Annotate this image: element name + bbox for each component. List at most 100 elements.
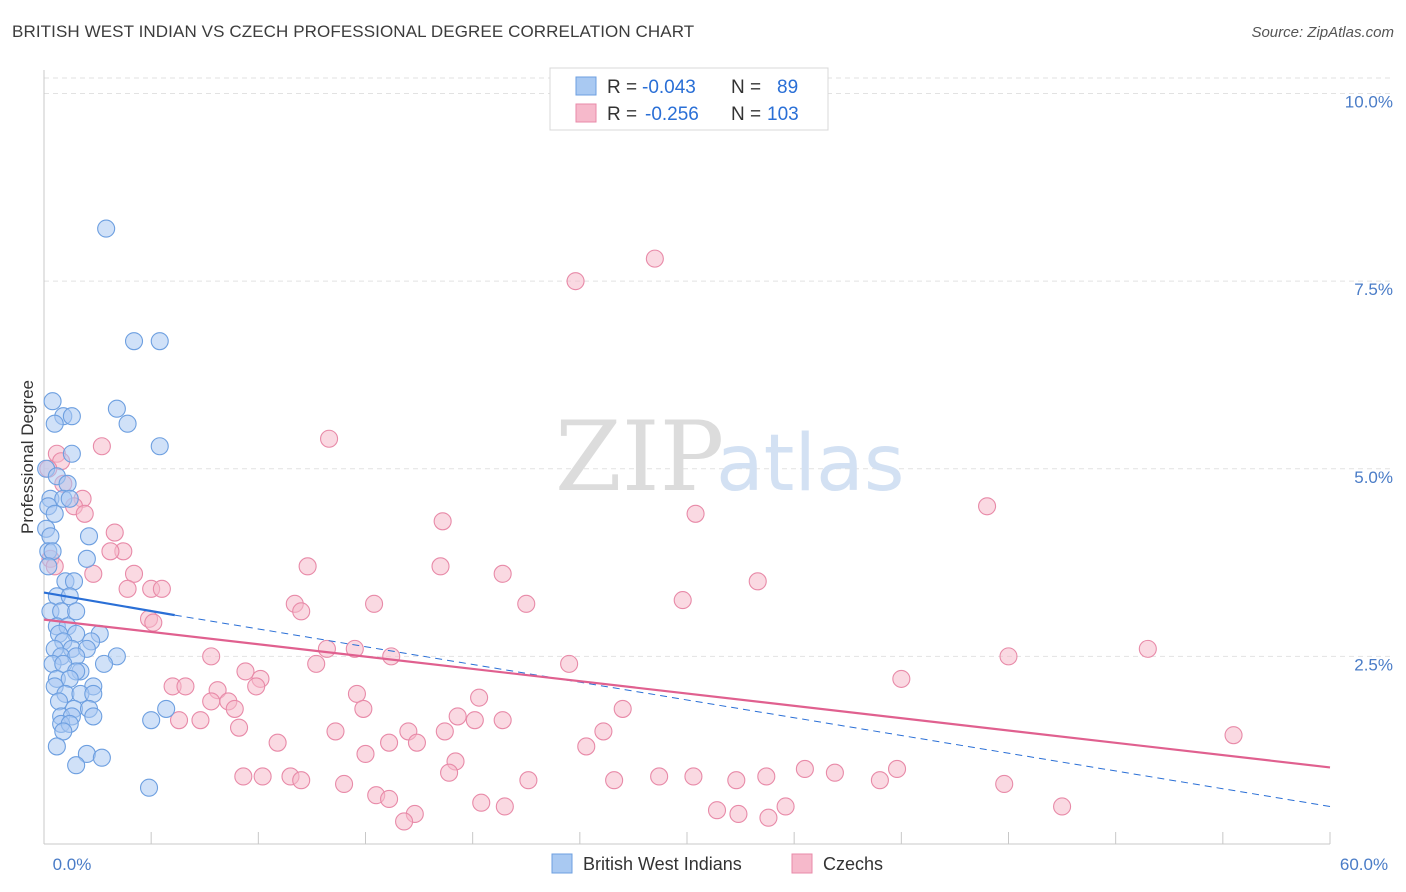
data-point <box>870 771 889 790</box>
data-point <box>150 332 169 351</box>
data-point <box>84 684 103 703</box>
data-point <box>382 647 401 666</box>
data-point <box>887 759 907 779</box>
data-point <box>795 759 814 779</box>
data-point <box>298 557 317 576</box>
data-point <box>47 737 66 756</box>
data-point <box>326 722 345 741</box>
data-point <box>84 707 103 726</box>
data-point <box>144 613 163 632</box>
data-point <box>234 767 253 786</box>
legend-pink-r-label: R = <box>607 104 637 125</box>
data-point <box>707 801 727 820</box>
data-point <box>650 767 669 786</box>
data-point <box>84 564 103 583</box>
watermark: ZIP atlas <box>555 401 905 513</box>
data-point <box>58 474 77 493</box>
data-point <box>757 767 776 786</box>
data-point <box>97 219 116 238</box>
data-point <box>52 602 71 621</box>
data-point <box>1053 797 1072 816</box>
data-point <box>225 699 244 718</box>
data-point <box>124 332 144 351</box>
data-point <box>470 688 489 707</box>
data-point <box>118 579 137 598</box>
data-point <box>727 771 746 790</box>
data-point <box>49 692 69 711</box>
y-axis-label: Professional Degree <box>18 380 37 534</box>
data-point <box>684 767 703 786</box>
data-point <box>92 437 111 456</box>
data-point <box>448 707 467 726</box>
data-point <box>60 669 79 688</box>
data-point <box>292 771 311 790</box>
y-tick-label: 2.5% <box>1354 655 1393 674</box>
data-point <box>440 763 459 782</box>
x-tick-label-max: 60.0% <box>1340 855 1388 874</box>
grid-lines <box>44 77 1392 657</box>
data-point <box>64 572 84 591</box>
data-point <box>169 711 189 730</box>
data-point <box>229 718 249 737</box>
data-point <box>493 564 512 583</box>
data-point <box>380 789 399 809</box>
data-point <box>307 654 326 673</box>
data-point <box>157 699 176 718</box>
data-point <box>354 699 373 718</box>
data-point <box>105 523 124 542</box>
legend-blue-n-value: 89 <box>777 77 798 98</box>
data-point <box>472 793 491 812</box>
data-point <box>247 677 266 696</box>
data-point <box>613 699 632 718</box>
data-point <box>43 392 62 411</box>
data-point <box>345 639 364 658</box>
watermark-zip: ZIP <box>555 401 724 513</box>
data-point <box>77 549 96 568</box>
data-point <box>465 711 484 730</box>
data-point <box>407 733 426 752</box>
data-point <box>92 748 111 767</box>
watermark-atlas: atlas <box>716 419 905 509</box>
legend-box: R = -0.043 N = 89 R = -0.256 N = 103 <box>549 67 829 131</box>
data-point <box>45 414 64 433</box>
data-point <box>759 808 778 827</box>
data-point <box>94 654 114 673</box>
data-point <box>39 557 58 576</box>
legend-blue-r-label: R = <box>607 77 637 98</box>
data-point <box>118 414 137 433</box>
czechs-points <box>39 84 1243 831</box>
data-point <box>60 489 79 508</box>
legend-pink-r-value: -0.256 <box>645 104 699 125</box>
data-point <box>566 272 585 291</box>
legend-blue-swatch <box>575 76 597 96</box>
y-tick-labels: 2.5% 5.0% 7.5% 10.0% <box>1345 93 1393 675</box>
data-point <box>152 579 171 598</box>
data-point <box>999 647 1018 666</box>
data-point <box>79 527 99 546</box>
legend-pink-swatch <box>575 103 597 123</box>
data-point <box>776 797 795 816</box>
data-point <box>62 407 81 426</box>
blue-trend-extension <box>174 614 1331 807</box>
data-point <box>729 804 748 824</box>
data-point <box>495 797 514 816</box>
bottom-legend-pink-label: Czechs <box>823 854 883 874</box>
data-point <box>202 692 221 711</box>
data-point <box>892 669 911 688</box>
data-point <box>748 572 767 591</box>
data-point <box>978 497 997 516</box>
bottom-legend-blue-label: British West Indians <box>583 854 742 874</box>
data-point <box>645 249 664 268</box>
data-point <box>995 774 1014 794</box>
data-point <box>176 677 195 696</box>
pink-trend-line <box>43 618 1331 769</box>
data-point <box>435 722 454 741</box>
data-point <box>67 602 86 621</box>
data-point <box>54 722 73 741</box>
data-point <box>43 542 62 561</box>
data-point <box>825 763 844 782</box>
data-point <box>67 756 86 775</box>
data-point <box>365 594 384 613</box>
data-point <box>75 504 94 523</box>
legend-blue-n-label: N = <box>731 77 761 98</box>
